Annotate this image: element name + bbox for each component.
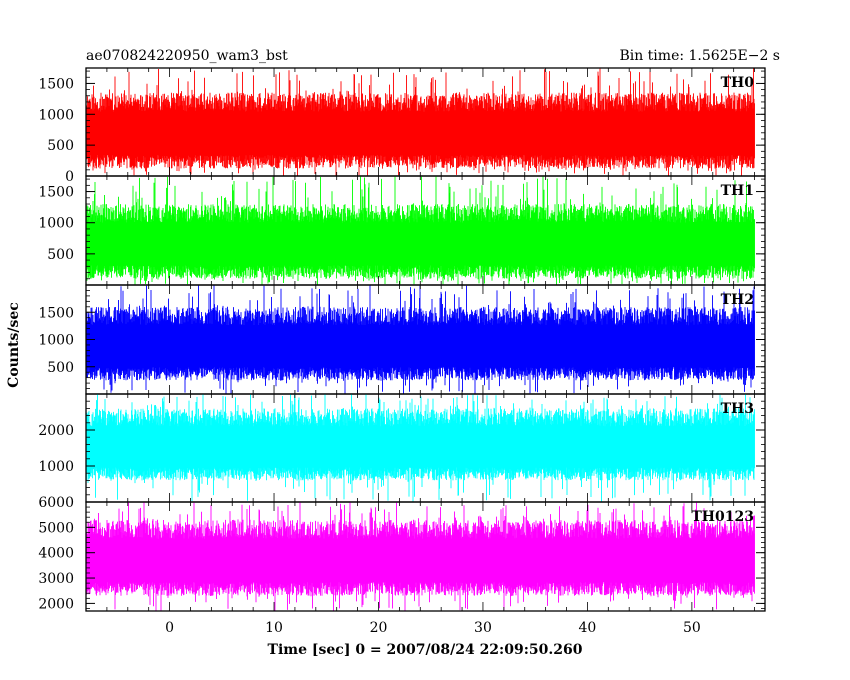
- y-tick-label: 1500: [38, 305, 74, 321]
- y-tick-label: 0: [65, 169, 74, 185]
- x-tick-label: 50: [683, 620, 701, 636]
- series-th1: [85, 176, 755, 285]
- panel-label: TH3: [721, 401, 754, 417]
- y-tick-label: 500: [47, 138, 74, 154]
- y-tick-label: 500: [47, 247, 74, 263]
- y-tick-label: 1000: [38, 216, 74, 232]
- panel-th2: 500 1000 1500 TH2: [38, 284, 766, 395]
- y-tick-label: 500: [47, 360, 74, 376]
- panels-group: 0 500 1000 1500 TH0 500 1000 1500 TH1 500 1000 1500…: [38, 67, 766, 612]
- y-axis-label: Counts/sec: [6, 302, 22, 388]
- panel-th1: 500 1000 1500 TH1: [38, 175, 766, 286]
- y-tick-label: 2000: [38, 596, 74, 612]
- x-tick-label: 30: [474, 620, 492, 636]
- panel-th0123: 2000 3000 4000 5000 6000 TH0123: [38, 495, 766, 612]
- panel-label: TH2: [721, 292, 754, 308]
- y-tick-label: 1000: [38, 459, 74, 475]
- x-axis: 0 10 20 30 40 50: [165, 620, 701, 636]
- x-tick-label: 0: [165, 620, 174, 636]
- y-tick-label: 1500: [38, 185, 74, 201]
- x-axis-label: Time [sec] 0 = 2007/08/24 22:09:50.260: [268, 642, 583, 658]
- y-tick-label: 1000: [38, 107, 74, 123]
- series-th3: [85, 394, 755, 502]
- series-th0123: [85, 502, 755, 611]
- panel-frame: [85, 501, 766, 612]
- x-tick-label: 40: [579, 620, 597, 636]
- y-tick-label: 6000: [38, 495, 74, 511]
- y-tick-label: 4000: [38, 546, 74, 562]
- y-tick-label: 1500: [38, 76, 74, 92]
- series-th0: [85, 68, 755, 176]
- series-th2: [85, 285, 755, 394]
- x-tick-label: 20: [370, 620, 388, 636]
- panel-label: TH0: [721, 75, 755, 91]
- y-tick-label: 5000: [38, 520, 74, 536]
- y-tick-label: 1000: [38, 333, 74, 349]
- y-tick-label: 2000: [38, 423, 74, 439]
- panel-th0: 0 500 1000 1500 TH0: [38, 67, 766, 185]
- x-tick-label: 10: [265, 620, 283, 636]
- chart-title: ae070824220950_wam3_bst: [86, 48, 288, 64]
- y-tick-label: 3000: [38, 571, 74, 587]
- bin-time-label: Bin time: 1.5625E−2 s: [619, 48, 780, 64]
- panel-label: TH0123: [691, 509, 754, 525]
- panel-th3: 1000 2000 TH3: [38, 393, 766, 503]
- panel-label: TH1: [721, 183, 754, 199]
